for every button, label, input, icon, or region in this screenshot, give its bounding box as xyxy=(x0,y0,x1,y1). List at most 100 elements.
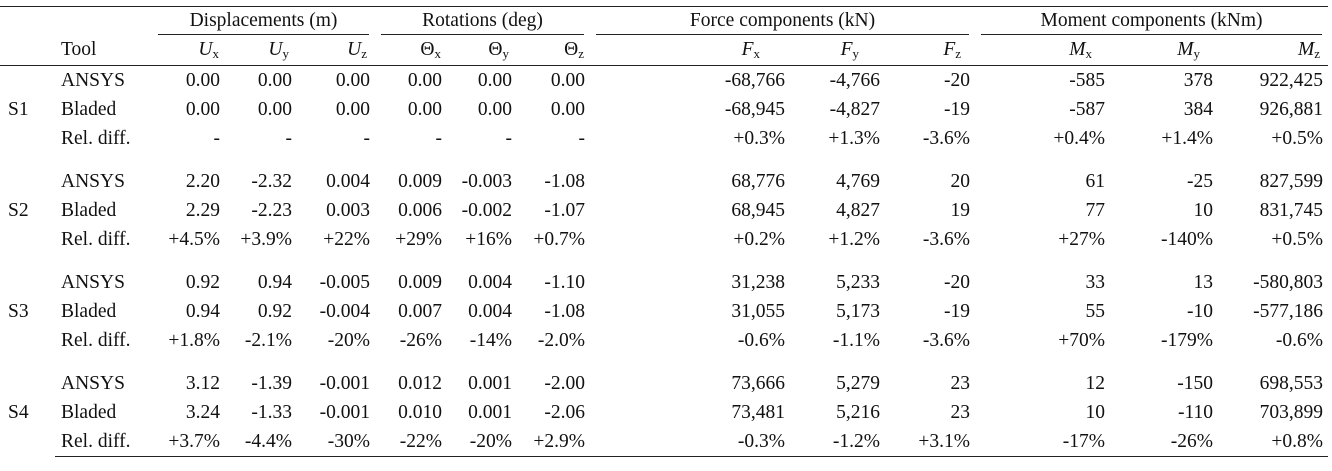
value-cell: 0.006 xyxy=(398,199,442,221)
value-cell: +3.1% xyxy=(885,427,976,457)
value-cell: -26% xyxy=(1110,427,1219,457)
value-cell: -26% xyxy=(399,329,442,351)
value-cell: 2.20 xyxy=(185,170,220,192)
tool-cell: ANSYS xyxy=(61,69,125,91)
value-cell: - xyxy=(363,127,371,149)
value-cell: -585 xyxy=(1069,69,1106,91)
column-subscript: z xyxy=(955,45,962,61)
value-cell: 77 xyxy=(1085,199,1106,221)
value-cell: -140% xyxy=(1161,228,1214,250)
tool-cell: Rel. diff. xyxy=(61,228,131,250)
value-cell: 0.92 xyxy=(185,271,220,293)
column-subscript: z xyxy=(578,45,585,61)
table-row: Bladed 2.29 -2.23 0.003 0.006 -0.002 -1.07 68,9… xyxy=(0,196,1328,225)
value-cell: -150 xyxy=(1177,372,1214,394)
value-cell: 68,776 xyxy=(731,170,786,192)
column-subscript: z xyxy=(1314,45,1321,61)
column-header: My xyxy=(1110,35,1219,66)
tool-cell: Rel. diff. xyxy=(61,127,131,149)
value-cell: -577,186 xyxy=(1253,300,1324,322)
value-cell: -1.39 xyxy=(251,372,292,394)
column-header: Uz xyxy=(297,35,375,66)
value-cell: -0.005 xyxy=(319,271,370,293)
value-cell: +70% xyxy=(1058,329,1106,351)
tool-cell: Rel. diff. xyxy=(61,329,131,351)
value-cell: 0.00 xyxy=(550,98,586,120)
value-cell: -2.06 xyxy=(544,401,586,423)
column-header: Fx xyxy=(590,35,791,66)
tool-cell: Bladed xyxy=(61,98,117,120)
column-header: Mz xyxy=(1218,35,1329,66)
value-cell: 33 xyxy=(1085,271,1106,293)
column-subscript: y xyxy=(502,45,510,61)
value-cell: 5,173 xyxy=(836,300,881,322)
column-subscript: x xyxy=(1085,45,1093,61)
value-cell: -17% xyxy=(975,427,1111,457)
group-header-row: Displacements (m) Rotations (deg) Force co… xyxy=(0,6,1329,35)
column-subscript: z xyxy=(361,45,367,61)
column-symbol: Θ xyxy=(564,38,579,60)
column-header: Fz xyxy=(885,35,976,66)
tool-cell: ANSYS xyxy=(61,170,125,192)
table-row: Bladed 0.94 0.92 -0.004 0.007 0.004 -1.08 31,05… xyxy=(0,297,1328,326)
value-cell: 703,899 xyxy=(1259,401,1324,423)
value-cell: -19 xyxy=(944,98,971,120)
value-cell: 384 xyxy=(1183,98,1214,120)
value-cell: 13 xyxy=(1193,271,1214,293)
value-cell: 0.009 xyxy=(398,170,442,192)
value-cell: - xyxy=(578,127,586,149)
value-cell: 19 xyxy=(950,199,971,221)
value-cell: 31,238 xyxy=(731,271,786,293)
column-header: Θy xyxy=(447,35,517,66)
value-cell: -0.001 xyxy=(319,401,370,423)
value-cell: 0.00 xyxy=(550,69,586,91)
value-cell: +29% xyxy=(395,228,442,250)
value-cell: 698,553 xyxy=(1259,372,1324,394)
value-cell: -4.4% xyxy=(225,427,297,457)
value-cell: 0.004 xyxy=(468,271,512,293)
value-cell: 12 xyxy=(1085,372,1106,394)
value-cell: 55 xyxy=(1085,300,1106,322)
table-row: S2 ANSYS 2.20 -2.32 0.004 0.009 -0.003 -1.08 68,… xyxy=(0,153,1328,221)
value-cell: 0.010 xyxy=(398,401,442,423)
value-cell: 10 xyxy=(1085,401,1106,423)
value-cell: -22% xyxy=(375,427,447,457)
value-cell: 0.00 xyxy=(477,98,512,120)
value-cell: +2.9% xyxy=(517,427,591,457)
value-cell: - xyxy=(213,127,221,149)
value-cell: -1.2% xyxy=(790,427,886,457)
results-table: Displacements (m) Rotations (deg) Force co… xyxy=(0,6,1329,457)
column-symbol: F xyxy=(741,38,754,60)
blank-header xyxy=(0,6,55,35)
value-cell: -587 xyxy=(1069,98,1106,120)
value-cell: +1.3% xyxy=(828,127,881,149)
column-subscript: x xyxy=(753,45,761,61)
value-cell: +0.8% xyxy=(1218,427,1329,457)
value-cell: 10 xyxy=(1193,199,1214,221)
column-header: Ux xyxy=(152,35,225,66)
value-cell: 5,216 xyxy=(836,401,881,423)
column-header: Θz xyxy=(517,35,591,66)
table-row: S3 ANSYS 0.92 0.94 -0.005 0.009 0.004 -1.10 31,2… xyxy=(0,254,1328,322)
value-cell: +3.7% xyxy=(152,427,225,457)
value-cell: -1.07 xyxy=(544,199,586,221)
value-cell: 0.00 xyxy=(335,69,370,91)
value-cell: -25 xyxy=(1187,170,1214,192)
scenario-label: S2 xyxy=(8,199,29,221)
value-cell: +1.2% xyxy=(828,228,881,250)
value-cell: 0.003 xyxy=(326,199,370,221)
value-cell: 0.00 xyxy=(185,69,220,91)
value-cell: 0.00 xyxy=(257,98,292,120)
value-cell: -3.6% xyxy=(922,127,971,149)
value-cell: -0.001 xyxy=(319,372,370,394)
table-row: S4 ANSYS 3.12 -1.39 -0.001 0.012 0.001 -2.00 73,… xyxy=(0,355,1328,423)
value-cell: 831,745 xyxy=(1259,199,1324,221)
blank-header xyxy=(0,35,55,66)
value-cell: +1.8% xyxy=(168,329,220,351)
value-cell: -1.08 xyxy=(544,170,586,192)
value-cell: 3.12 xyxy=(185,372,220,394)
column-header-row: Tool Ux Uy Uz Θx Θy Θz Fx Fy Fz Mx My Mz xyxy=(0,35,1329,66)
column-subscript: x xyxy=(434,45,442,61)
column-subscript: y xyxy=(1193,45,1201,61)
value-cell: -1.10 xyxy=(544,271,586,293)
